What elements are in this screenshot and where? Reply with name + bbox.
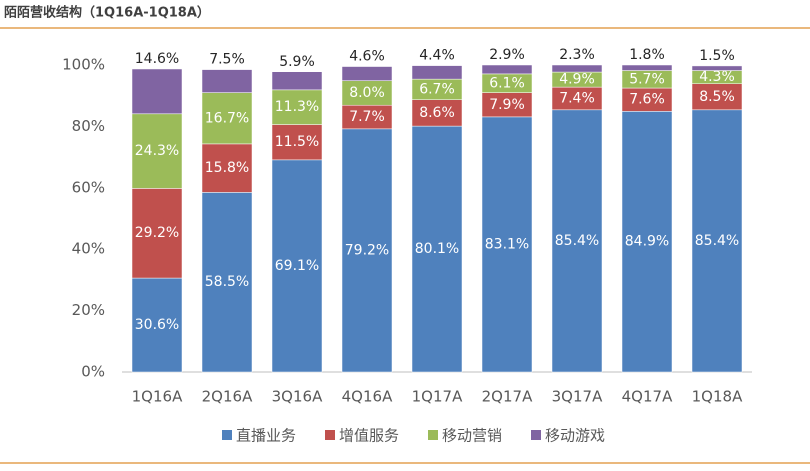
bar-segment	[341, 80, 393, 106]
value-label: 5.9%	[279, 54, 315, 70]
x-tick-label: 4Q17A	[622, 388, 673, 406]
legend-swatch	[222, 430, 232, 440]
bar-segment	[271, 124, 323, 161]
value-label: 84.9%	[625, 234, 669, 250]
legend-swatch	[428, 430, 438, 440]
bar-segment	[271, 71, 323, 91]
y-tick-label: 0%	[81, 363, 105, 381]
value-label: 58.5%	[205, 274, 249, 290]
value-label: 69.1%	[275, 258, 319, 274]
legend-label: 直播业务	[236, 427, 296, 445]
value-label: 5.7%	[629, 71, 665, 87]
value-label: 7.7%	[349, 109, 385, 125]
bar-segment	[201, 92, 253, 145]
value-label: 11.5%	[275, 134, 319, 150]
value-label: 11.3%	[275, 99, 319, 115]
value-label: 16.7%	[205, 110, 249, 126]
legend-swatch	[325, 430, 335, 440]
bar-segment	[131, 68, 183, 115]
value-label: 4.4%	[419, 48, 455, 64]
bar-segment	[411, 125, 463, 373]
value-label: 1.5%	[699, 48, 735, 64]
value-label: 6.7%	[419, 81, 455, 97]
value-label: 6.1%	[489, 75, 525, 91]
bar-segment	[341, 128, 393, 373]
value-label: 1.8%	[629, 47, 665, 63]
bar-segment	[621, 111, 673, 373]
bar-segment	[481, 116, 533, 373]
x-tick-label: 2Q16A	[202, 388, 253, 406]
bar-segment	[691, 109, 743, 373]
bar-segment	[201, 192, 253, 373]
legend-swatch	[531, 430, 541, 440]
value-label: 7.9%	[489, 97, 525, 113]
value-label: 24.3%	[135, 143, 179, 159]
value-label: 4.9%	[559, 72, 595, 88]
value-label: 4.3%	[699, 69, 735, 85]
value-label: 8.0%	[349, 85, 385, 101]
x-tick-label: 1Q16A	[132, 388, 183, 406]
legend-label: 移动营销	[442, 427, 502, 445]
value-label: 85.4%	[695, 233, 739, 249]
bar-segment	[411, 65, 463, 80]
legend-label: 增值服务	[339, 427, 399, 445]
value-label: 80.1%	[415, 241, 459, 257]
bar-segment	[691, 65, 743, 71]
value-label: 7.4%	[559, 90, 595, 106]
x-tick-label: 4Q16A	[342, 388, 393, 406]
legend-label: 移动游戏	[545, 427, 605, 445]
value-label: 85.4%	[555, 233, 599, 249]
value-label: 15.8%	[205, 160, 249, 176]
bar-segment	[131, 113, 183, 189]
bar-segment	[481, 92, 533, 118]
x-tick-label: 1Q17A	[412, 388, 463, 406]
bar-segment	[271, 159, 323, 373]
value-label: 4.6%	[349, 49, 385, 65]
y-tick-label: 100%	[62, 56, 105, 74]
value-label: 30.6%	[135, 317, 179, 333]
bar-segment	[411, 99, 463, 127]
y-tick-label: 40%	[72, 240, 105, 258]
bar-segment	[341, 66, 393, 81]
bar-segment	[201, 69, 253, 93]
value-label: 2.9%	[489, 47, 525, 63]
x-tick-label: 3Q17A	[552, 388, 603, 406]
value-label: 83.1%	[485, 236, 529, 252]
value-label: 8.5%	[699, 89, 735, 105]
x-tick-label: 1Q18A	[692, 388, 743, 406]
bar-segment	[481, 64, 533, 75]
x-tick-label: 2Q17A	[482, 388, 533, 406]
bar-segment	[131, 277, 183, 373]
value-label: 7.6%	[629, 92, 665, 108]
y-tick-label: 60%	[72, 178, 105, 196]
bar-segment	[551, 64, 603, 73]
chart-title: 陌陌营收结构（1Q16A-1Q18A）	[4, 5, 210, 21]
bar-segment	[691, 83, 743, 111]
value-label: 7.5%	[209, 52, 245, 68]
bar-segment	[551, 109, 603, 373]
y-tick-label: 20%	[72, 301, 105, 319]
value-label: 8.6%	[419, 105, 455, 121]
value-label: 29.2%	[135, 225, 179, 241]
bar-segment	[621, 64, 673, 71]
bar-segment	[271, 89, 323, 125]
value-label: 14.6%	[135, 51, 179, 67]
x-tick-label: 3Q16A	[272, 388, 323, 406]
value-label: 79.2%	[345, 242, 389, 258]
value-label: 2.3%	[559, 47, 595, 63]
bar-segment	[201, 143, 253, 193]
y-tick-label: 80%	[72, 117, 105, 135]
